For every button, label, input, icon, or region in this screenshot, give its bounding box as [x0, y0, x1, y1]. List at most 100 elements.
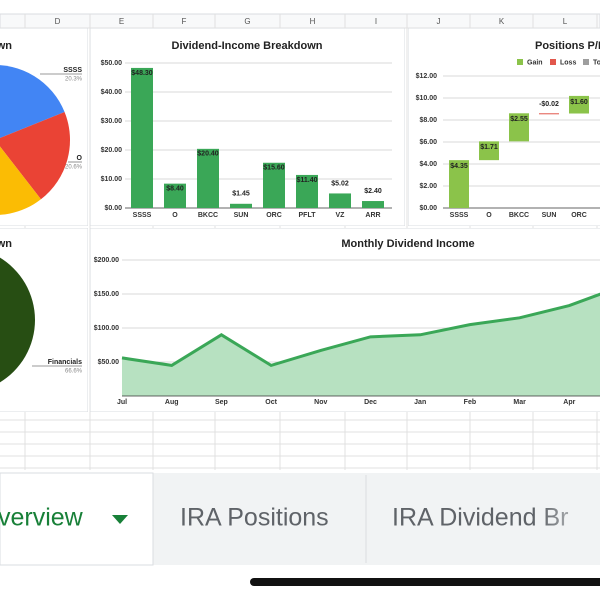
x-tick-label: Aug [165, 399, 179, 406]
pie-remainder [0, 146, 41, 215]
chart-title: Positions P/L [535, 40, 600, 52]
waterfall-chart-panel: Positions P/L Gain Loss To $0.00 $2.00 $4.00 $6… [408, 28, 600, 226]
y-tick-label: $150.00 [94, 291, 119, 298]
x-tick-label: ORC [571, 212, 587, 219]
tab-fade [540, 473, 600, 565]
bar-value-label: $20.40 [197, 151, 219, 158]
legend-swatch [517, 59, 523, 65]
y-tick-label: $0.00 [104, 205, 122, 212]
x-tick-label: BKCC [198, 212, 218, 219]
bar [362, 201, 384, 208]
y-tick-label: $10.00 [101, 176, 123, 183]
y-tick-label: $200.00 [94, 257, 119, 264]
sheet-tab-label[interactable]: IRA Positions [180, 504, 329, 532]
x-tick-label: Jan [414, 399, 426, 406]
x-tick-label: Dec [364, 399, 377, 406]
column-letter: L [563, 17, 568, 26]
column-letter: F [182, 17, 187, 26]
legend-label: To [593, 59, 600, 66]
waterfall-bar [449, 160, 469, 208]
pie-chart-panel: wn Financials 66.6% [0, 228, 88, 412]
bar-value-label: $2.55 [510, 116, 528, 123]
bar-value-label: $11.40 [296, 177, 317, 184]
bar-value-label: $1.71 [480, 144, 498, 151]
x-tick-label: O [172, 212, 178, 219]
x-tick-label: Jul [117, 399, 127, 406]
legend-label: Gain [527, 59, 543, 66]
x-tick-label: Feb [464, 399, 476, 406]
y-tick-label: $30.00 [101, 118, 123, 125]
tab-menu-arrow[interactable] [112, 515, 128, 524]
waterfall-bar [569, 95, 589, 114]
x-tick-label: Mar [513, 399, 526, 406]
bar [197, 148, 219, 208]
y-tick-label: $50.00 [101, 60, 123, 67]
column-letter: K [499, 17, 505, 26]
x-tick-label: PFLT [299, 212, 317, 219]
y-tick-label: $12.00 [416, 73, 438, 80]
area-line [121, 292, 600, 368]
column-letter: H [310, 17, 316, 26]
y-tick-label: $0.00 [419, 205, 437, 212]
column-letter: I [375, 17, 377, 26]
bar-value-label: $4.35 [450, 163, 468, 170]
active-tab[interactable] [0, 472, 154, 566]
y-tick-label: $40.00 [101, 89, 123, 96]
slice-label: Financials [48, 359, 82, 366]
slice-percent: 20.3% [65, 77, 83, 83]
legend-label: Loss [560, 59, 576, 66]
bar-value-label: $8.40 [166, 185, 184, 192]
bar [263, 162, 285, 208]
x-tick-label: SSSS [133, 212, 152, 219]
bar-value-label: $15.60 [263, 165, 285, 172]
slice-percent: 20.6% [65, 165, 83, 171]
bar-value-label: -$0.02 [539, 101, 559, 108]
bar-value-label: $5.02 [331, 180, 349, 187]
waterfall-bar [539, 113, 559, 115]
bar [230, 203, 252, 208]
bar-value-label: $48.30 [131, 70, 153, 77]
pie-slice [0, 65, 65, 138]
bar [131, 67, 153, 209]
home-indicator [250, 578, 600, 586]
waterfall-bar [509, 113, 529, 142]
x-tick-label: SUN [542, 212, 557, 219]
y-tick-label: $8.00 [419, 117, 437, 124]
column-letter: G [244, 17, 250, 26]
y-tick-label: $2.00 [419, 183, 437, 190]
x-tick-label: Sep [215, 399, 228, 406]
x-tick-label: SSSS [450, 212, 469, 219]
chart-panel [408, 28, 600, 226]
area-fill [122, 294, 600, 396]
chart-title: Monthly Dividend Income [341, 238, 474, 250]
x-tick-label: ORC [266, 212, 282, 219]
x-tick-label: BKCC [509, 212, 529, 219]
column-letter: J [437, 17, 441, 26]
column-letter: E [119, 17, 124, 26]
bar [329, 193, 351, 208]
pie-chart-panel: wn SSSS 20.3% O 20.6% [0, 28, 88, 226]
chart-title: wn [0, 238, 12, 250]
column-letter: D [55, 17, 61, 26]
waterfall-bar [479, 141, 499, 161]
area-chart-panel: Monthly Dividend Income $50.00 $100.00 $150… [90, 228, 600, 412]
bar-value-label: $1.45 [232, 191, 250, 198]
bar-value-label: $2.40 [364, 188, 382, 195]
sheet-tab-label[interactable]: IRA Dividend Br [392, 504, 568, 532]
y-tick-label: $10.00 [416, 95, 438, 102]
x-tick-label: VZ [336, 212, 346, 219]
pie-slice [0, 112, 70, 200]
legend-swatch [583, 59, 589, 65]
x-tick-label: Nov [314, 399, 327, 406]
x-tick-label: O [486, 212, 492, 219]
y-tick-label: $50.00 [98, 359, 120, 366]
chart-title: wn [0, 40, 12, 52]
sheet-tab-label[interactable]: verview [0, 504, 84, 532]
x-tick-label: SUN [234, 212, 249, 219]
slice-label: O [77, 155, 83, 162]
slice-label: SSSS [63, 67, 82, 74]
bar-value-label: $1.60 [570, 99, 588, 106]
pie-slice [0, 257, 35, 383]
